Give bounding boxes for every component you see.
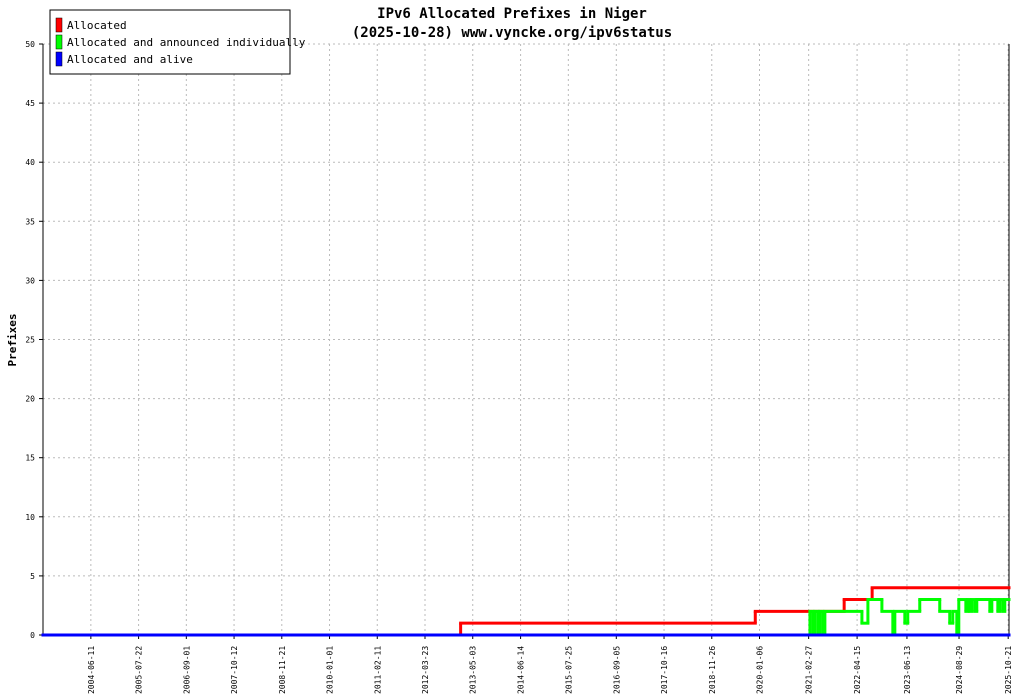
legend-box [49, 9, 291, 75]
y-tick-label: 30 [25, 276, 35, 285]
x-tick-label: 2025-10-21 [1004, 646, 1013, 694]
legend-label: Allocated and alive [67, 53, 193, 66]
y-tick-label: 40 [25, 158, 35, 167]
x-tick-label: 2007-10-12 [230, 646, 239, 694]
x-tick-label: 2020-01-06 [756, 646, 765, 694]
x-tick-label: 2023-06-13 [903, 646, 912, 694]
legend-label: Allocated [67, 19, 127, 32]
legend-swatch [55, 17, 63, 33]
y-tick-label: 0 [30, 631, 35, 640]
y-tick-label: 10 [25, 513, 35, 522]
x-tick-label: 2010-01-01 [326, 646, 335, 694]
x-tick-label: 2004-06-11 [87, 646, 96, 694]
y-tick-label: 5 [30, 572, 35, 581]
x-tick-label: 2017-10-16 [660, 646, 669, 694]
x-tick-label: 2005-07-22 [135, 646, 144, 694]
legend-swatch [55, 34, 63, 50]
x-tick-label: 2011-02-11 [373, 646, 382, 694]
y-tick-label: 25 [25, 336, 35, 345]
y-tick-label: 50 [25, 40, 35, 49]
x-tick-label: 2012-03-23 [421, 646, 430, 694]
x-tick-label: 2014-06-14 [517, 646, 526, 694]
chart-title: IPv6 Allocated Prefixes in Niger [377, 6, 647, 22]
y-tick-label: 15 [25, 454, 35, 463]
chart-subtitle: (2025-10-28) www.vyncke.org/ipv6status [352, 25, 672, 41]
x-tick-label: 2021-02-27 [805, 646, 814, 694]
y-tick-label: 35 [25, 217, 35, 226]
x-tick-label: 2022-04-15 [853, 646, 862, 694]
legend-label: Allocated and announced individually [67, 36, 306, 49]
y-axis-label: Prefixes [6, 314, 19, 367]
legend-swatch [55, 51, 63, 67]
x-tick-label: 2018-11-26 [708, 646, 717, 694]
x-tick-label: 2006-09-01 [182, 646, 191, 694]
x-tick-label: 2015-07-25 [564, 646, 573, 694]
y-tick-label: 20 [25, 395, 35, 404]
x-tick-label: 2016-09-05 [612, 646, 621, 694]
y-tick-label: 45 [25, 99, 35, 108]
x-tick-label: 2008-11-21 [278, 646, 287, 694]
x-tick-label: 2024-08-29 [955, 646, 964, 694]
x-tick-label: 2013-05-03 [469, 646, 478, 694]
